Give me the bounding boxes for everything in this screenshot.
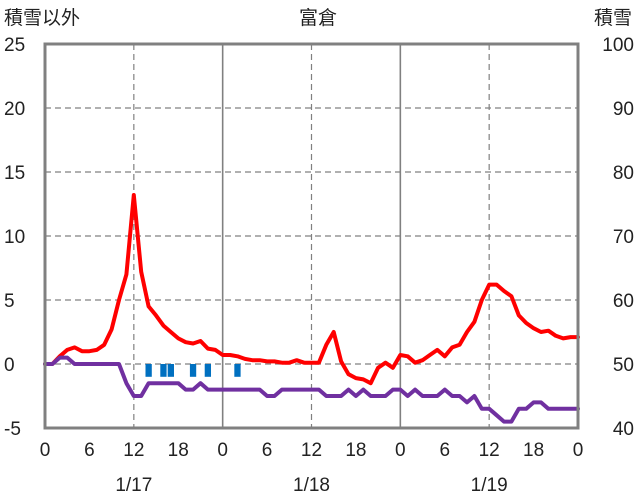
x-tick-label: 18 bbox=[168, 440, 189, 461]
x-tick-label: 18 bbox=[523, 440, 544, 461]
right-tick-label: 90 bbox=[613, 99, 634, 120]
date-label: 1/19 bbox=[471, 475, 508, 496]
precipitation-bar bbox=[234, 364, 241, 377]
precipitation-bar bbox=[167, 364, 174, 377]
right-tick-label: 60 bbox=[613, 291, 634, 312]
right-tick-label: 40 bbox=[613, 419, 634, 440]
left-tick-label: 25 bbox=[4, 35, 25, 56]
right-tick-label: 100 bbox=[602, 35, 634, 56]
plot-frame bbox=[43, 42, 580, 430]
precipitation-bar bbox=[204, 364, 212, 377]
x-tick-label: 0 bbox=[395, 440, 406, 461]
left-tick-label: 15 bbox=[4, 163, 25, 184]
x-tick-label: 12 bbox=[479, 440, 500, 461]
grid bbox=[45, 44, 578, 428]
chart-title: 富倉 bbox=[299, 7, 337, 29]
x-tick-label: 6 bbox=[439, 440, 450, 461]
x-axis-ticks: 0 6 12 18 0 6 12 18 0 6 12 18 0 bbox=[40, 440, 584, 461]
left-tick-label: 5 bbox=[4, 291, 15, 312]
left-tick-label: 0 bbox=[4, 355, 15, 376]
left-axis-ticks: -5 0 5 10 15 20 25 bbox=[4, 35, 25, 440]
right-axis-label: 積雪 bbox=[594, 7, 632, 29]
left-tick-label: -5 bbox=[4, 419, 21, 440]
right-tick-label: 70 bbox=[613, 227, 634, 248]
series-lines bbox=[43, 193, 580, 424]
left-tick-label: 20 bbox=[4, 99, 25, 120]
x-tick-label: 6 bbox=[262, 440, 273, 461]
date-label: 1/18 bbox=[293, 475, 330, 496]
snow_depth-line bbox=[43, 355, 580, 424]
left-tick-label: 10 bbox=[4, 227, 25, 248]
date-label: 1/17 bbox=[115, 475, 152, 496]
temperature-line bbox=[43, 193, 580, 386]
precipitation-bar bbox=[160, 364, 167, 377]
x-tick-label: 18 bbox=[345, 440, 366, 461]
x-tick-label: 0 bbox=[573, 440, 584, 461]
date-labels: 1/17 1/18 1/19 bbox=[115, 475, 507, 496]
precipitation-bar bbox=[145, 364, 152, 377]
x-tick-label: 0 bbox=[217, 440, 228, 461]
precipitation-bar bbox=[189, 364, 197, 377]
left-axis-label: 積雪以外 bbox=[4, 7, 80, 29]
x-tick-label: 6 bbox=[84, 440, 95, 461]
x-tick-label: 0 bbox=[40, 440, 51, 461]
right-axis-ticks: 40 50 60 70 80 90 100 bbox=[602, 35, 634, 440]
x-tick-label: 12 bbox=[301, 440, 322, 461]
right-tick-label: 80 bbox=[613, 163, 634, 184]
x-tick-label: 12 bbox=[123, 440, 144, 461]
right-tick-label: 50 bbox=[613, 355, 634, 376]
precipitation-bars bbox=[145, 364, 241, 377]
